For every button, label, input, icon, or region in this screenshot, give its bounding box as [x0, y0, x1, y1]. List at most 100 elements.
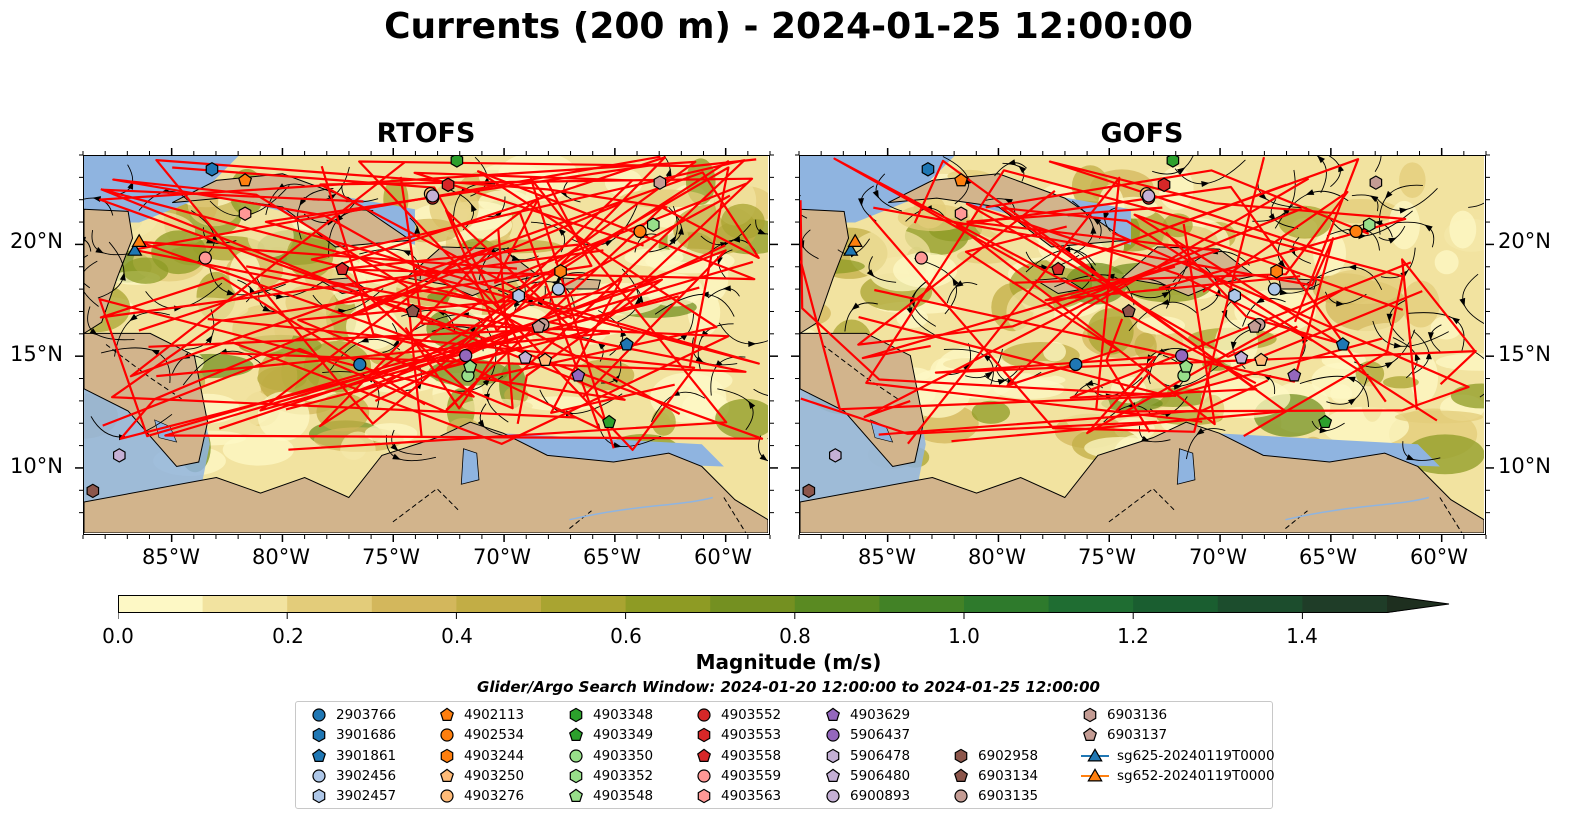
x-tick-label: 85°W	[142, 545, 200, 569]
legend-label: 2903766	[336, 707, 397, 723]
legend-item: 4903250	[438, 766, 524, 786]
legend-label: 4903350	[593, 747, 654, 764]
legend-label: sg625-20240119T0000	[1117, 747, 1275, 764]
float-marker-5906437	[1175, 348, 1189, 363]
float-marker-2903766	[353, 357, 367, 372]
legend-item: 4903244	[438, 746, 524, 766]
legend-item: 4903350	[567, 746, 653, 766]
legend-label: 4903548	[593, 788, 654, 805]
float-marker-4903250	[538, 352, 553, 366]
legend-label: 4903629	[850, 707, 911, 723]
panel-title-gofs: GOFS	[1100, 118, 1184, 149]
legend-marker-icon	[569, 727, 583, 742]
float-marker-4903548	[463, 359, 478, 373]
float-marker-4903563	[954, 206, 968, 221]
legend-marker-icon	[826, 789, 840, 803]
colorbar-tick-label: 1.4	[1286, 624, 1318, 648]
legend-item: 6903137	[1081, 725, 1167, 745]
legend-marker-icon	[440, 728, 454, 742]
legend-label: 4902534	[464, 727, 525, 744]
float-marker-6900893	[426, 189, 440, 203]
legend-item: 4903629	[824, 705, 910, 725]
legend-item: 6903135	[952, 786, 1038, 806]
legend-item: 3901686	[310, 725, 396, 745]
float-marker-6903136	[1369, 175, 1383, 190]
legend-marker-icon	[1083, 727, 1097, 742]
legend-marker-icon	[954, 789, 968, 803]
y-tick-label: 15°N	[10, 342, 63, 366]
x-tick-label: 70°W	[1189, 545, 1247, 569]
x-tick-label: 85°W	[858, 545, 916, 569]
legend-marker-icon	[569, 788, 583, 803]
legend-label: 4903552	[721, 707, 782, 723]
legend-label: 4903559	[721, 767, 782, 784]
legend-label: 4903563	[721, 788, 782, 805]
legend-item: 3902456	[310, 766, 396, 786]
legend-marker-icon	[826, 748, 840, 763]
legend-item: 4903348	[567, 705, 653, 725]
figure-title: Currents (200 m) - 2024-01-25 12:00:00	[384, 6, 1193, 47]
float-marker-5906437	[459, 348, 473, 363]
float-marker-3902456	[551, 282, 565, 296]
legend-marker-icon	[440, 789, 454, 803]
legend-marker-icon	[1081, 747, 1109, 762]
legend-label: 6903136	[1107, 707, 1168, 723]
legend-marker-icon	[826, 707, 840, 721]
legend-marker-icon	[569, 768, 583, 784]
float-marker-4903563	[238, 206, 252, 221]
x-tick-label: 60°W	[1410, 545, 1468, 569]
legend-label: 4903348	[593, 707, 654, 723]
legend-marker-icon	[569, 748, 583, 763]
legend-label: 3901686	[336, 727, 397, 744]
colorbar-tick-label: 1.2	[1117, 624, 1149, 648]
float-marker-4903244	[1270, 264, 1283, 279]
colorbar	[118, 595, 1450, 619]
legend-item: 4903553	[695, 725, 781, 745]
legend-marker-icon	[569, 707, 583, 723]
legend-marker-icon	[440, 748, 454, 763]
legend-item: 2903766	[310, 705, 396, 725]
float-marker-4903250	[1254, 352, 1269, 366]
colorbar-tick-label: 0.0	[102, 624, 134, 648]
float-marker-4903348	[1166, 156, 1180, 168]
legend-marker-icon	[954, 768, 968, 782]
float-marker-3901686	[921, 162, 935, 177]
legend-marker-icon	[312, 728, 326, 743]
y-tick-label: 15°N	[1498, 342, 1551, 366]
map-panel-rtofs	[83, 155, 770, 535]
legend: 2903766 3901686 3901861 3902456 3902457 49021…	[295, 701, 1275, 809]
currents-map-gofs	[800, 156, 1485, 534]
legend-item: 4902534	[438, 725, 524, 745]
float-marker-5906478	[112, 448, 126, 463]
search-window-caption: Glider/Argo Search Window: 2024-01-20 12…	[477, 678, 1100, 696]
legend-marker-icon	[826, 728, 840, 742]
legend-item: 5906437	[824, 725, 910, 745]
legend-label: 6902958	[978, 747, 1039, 764]
glider-marker-sg625-20240119T0000	[127, 242, 143, 256]
legend-label: 4903553	[721, 727, 782, 744]
float-marker-6903134	[1121, 303, 1136, 318]
float-marker-4903559	[198, 251, 212, 265]
legend-item: 3901861	[310, 746, 396, 766]
legend-label: 4903558	[721, 747, 782, 764]
x-tick-label: 75°W	[1078, 545, 1136, 569]
legend-label: 4903244	[464, 747, 525, 764]
float-marker-6903136	[653, 175, 667, 190]
float-marker-3901861	[619, 337, 634, 351]
float-marker-3902457	[512, 288, 525, 304]
legend-marker-icon	[826, 768, 840, 782]
legend-marker-icon	[697, 769, 711, 783]
x-tick-label: 65°W	[583, 545, 641, 569]
float-marker-4903558	[335, 261, 350, 276]
legend-label: 4903276	[464, 788, 525, 805]
legend-label: 4903352	[593, 767, 654, 784]
float-marker-4903349	[1318, 414, 1333, 429]
legend-marker-icon	[697, 728, 711, 743]
legend-item: 5906478	[824, 746, 910, 766]
float-marker-4903553	[1157, 177, 1171, 193]
legend-item: 6903134	[952, 766, 1038, 786]
float-marker-2903766	[1069, 357, 1083, 372]
float-marker-4903348	[450, 156, 464, 168]
legend-label: 3902457	[336, 788, 397, 805]
colorbar-label: Magnitude (m/s)	[695, 650, 882, 674]
